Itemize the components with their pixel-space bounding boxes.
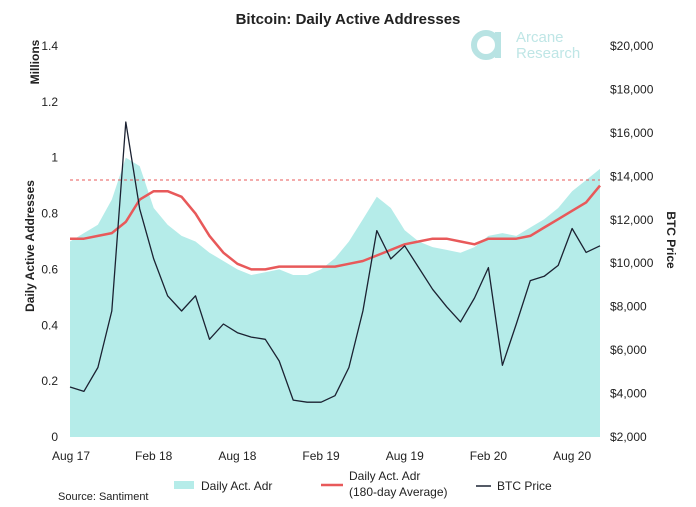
right-tick-label: $18,000 xyxy=(610,82,654,96)
legend: Daily Act. Adr Daily Act. Adr (180-day A… xyxy=(174,469,552,499)
axis-ticks: 0 0.2 0.4 0.6 0.8 1 1.2 1.4 $2,000 $4,000 $6,000 $8… xyxy=(41,39,653,463)
series-line-btc-price xyxy=(69,121,601,403)
x-tick-label: Feb 20 xyxy=(470,449,508,463)
left-tick-label: 0.2 xyxy=(41,374,58,388)
legend-label-average-2: (180-day Average) xyxy=(349,485,448,499)
right-tick-label: $14,000 xyxy=(610,169,654,183)
right-tick-label: $20,000 xyxy=(610,39,654,53)
left-unit-label: Millions xyxy=(28,39,42,84)
series-area-daily-act-adr xyxy=(70,157,600,437)
x-tick-label: Feb 19 xyxy=(302,449,340,463)
plot-area xyxy=(69,121,601,437)
right-tick-label: $4,000 xyxy=(610,387,647,401)
x-tick-label: Feb 18 xyxy=(135,449,173,463)
right-tick-label: $12,000 xyxy=(610,213,654,227)
series-line-180-day-average xyxy=(70,184,601,271)
left-tick-label: 0.4 xyxy=(41,318,58,332)
logo-line2: Research xyxy=(516,45,580,62)
chart-title: Bitcoin: Daily Active Addresses xyxy=(236,11,461,28)
right-tick-label: $2,000 xyxy=(610,430,647,444)
legend-label-area: Daily Act. Adr xyxy=(201,479,272,493)
left-tick-label: 0.8 xyxy=(41,207,58,221)
legend-swatch-area xyxy=(174,481,194,489)
logo-ring xyxy=(471,30,501,60)
x-tick-label: Aug 18 xyxy=(218,449,256,463)
left-tick-label: 0.6 xyxy=(41,262,58,276)
right-axis-label: BTC Price xyxy=(664,211,678,269)
left-tick-label: 1.2 xyxy=(41,95,58,109)
arcane-logo: Arcane Research xyxy=(471,29,580,62)
right-tick-label: $6,000 xyxy=(610,343,647,357)
legend-label-average-1: Daily Act. Adr xyxy=(349,469,420,483)
left-tick-label: 0 xyxy=(51,430,58,444)
right-tick-label: $16,000 xyxy=(610,126,654,140)
left-tick-label: 1 xyxy=(51,151,58,165)
left-axis-label: Daily Active Addresses xyxy=(23,180,37,312)
logo-line1: Arcane xyxy=(516,29,564,46)
x-tick-label: Aug 19 xyxy=(386,449,424,463)
x-tick-label: Aug 17 xyxy=(52,449,90,463)
source-note: Source: Santiment xyxy=(58,491,149,503)
x-tick-label: Aug 20 xyxy=(553,449,591,463)
left-tick-label: 1.4 xyxy=(41,39,58,53)
right-tick-label: $10,000 xyxy=(610,256,654,270)
right-tick-label: $8,000 xyxy=(610,300,647,314)
logo-bar xyxy=(495,32,501,58)
legend-label-price: BTC Price xyxy=(497,479,552,493)
